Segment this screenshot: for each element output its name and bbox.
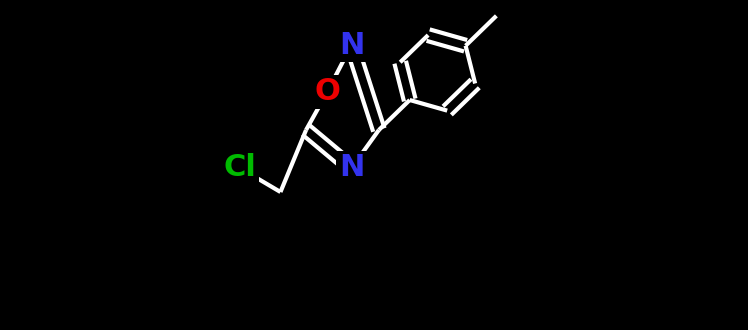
Text: O: O: [314, 78, 340, 107]
Text: Cl: Cl: [224, 153, 257, 182]
Text: N: N: [339, 30, 364, 59]
Text: N: N: [339, 153, 364, 182]
